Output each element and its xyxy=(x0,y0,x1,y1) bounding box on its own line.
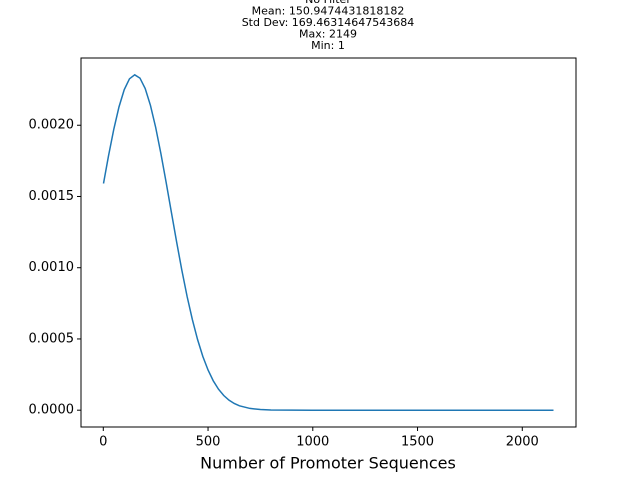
y-tick-label: 0.0010 xyxy=(29,260,75,275)
chart-title: Std Dev: 169.46314647543684 xyxy=(242,16,415,29)
chart-title: Max: 2149 xyxy=(299,28,357,41)
plot-frame xyxy=(80,57,577,428)
x-axis-label: Number of Promoter Sequences xyxy=(200,454,456,473)
y-tick-label: 0.0015 xyxy=(29,189,75,204)
x-tick-label: 1500 xyxy=(401,435,434,450)
x-tick-label: 2000 xyxy=(506,435,539,450)
chart-title: No Filter xyxy=(305,0,351,6)
x-tick-label: 500 xyxy=(196,435,221,450)
y-tick-label: 0.0000 xyxy=(29,403,75,418)
chart-title: Min: 1 xyxy=(311,39,345,52)
x-tick-label: 0 xyxy=(99,435,107,450)
x-tick-label: 1000 xyxy=(296,435,329,450)
y-tick-label: 0.0005 xyxy=(29,331,75,346)
y-tick-label: 0.0020 xyxy=(29,118,75,133)
line-series xyxy=(102,73,554,411)
chart-title: Mean: 150.9474431818182 xyxy=(252,5,405,18)
